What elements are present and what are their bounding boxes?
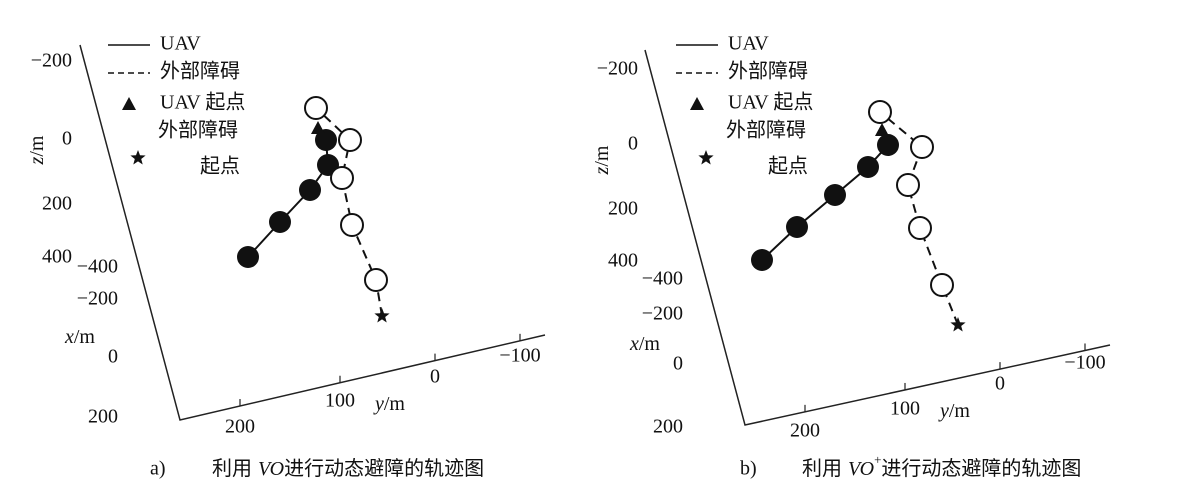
legend-label: UAV [728,33,769,55]
caption-text: 进行动态避障的轨迹图 [881,457,1081,480]
axis-var: x [64,326,74,348]
caption-text: 利用 [802,457,842,480]
axis-unit: /m [639,333,661,355]
axis-var: y [938,400,949,422]
legend-label: 外部障碍 [160,60,240,83]
uav-position [751,249,773,271]
axis-unit: /m [591,145,613,167]
uav-position [299,179,321,201]
caption: 利用 VO进行动态避障的轨迹图 [212,457,484,480]
z-tick-label: 400 [42,246,72,268]
axis-label: z/m [26,135,48,165]
x-tick-label: 200 [88,406,118,428]
x-tick-label: 200 [653,416,683,438]
legend-star [130,150,146,165]
z-tick-label: 0 [62,128,72,150]
obstacle-position [304,96,328,120]
legend-label: 起点 [768,155,808,178]
z-tick-label: −200 [597,58,638,80]
uav-start [311,121,325,134]
axis-unit: /m [949,400,971,422]
z-tick-label: 200 [608,198,638,220]
obstacle-position [910,135,934,159]
legend-triangle [690,97,704,110]
legend-label: 外部障碍 [158,119,238,142]
y-tick-label: 200 [790,420,820,442]
x-tick-label: −200 [77,288,118,310]
caption-label: b) [740,458,757,480]
z-tick-label: −200 [31,50,72,72]
x-tick-label: 0 [108,346,118,368]
obstacle-position [338,128,362,152]
legend-label: UAV [160,33,201,55]
axis-label: x/m [629,333,660,355]
uav-position [237,246,259,268]
caption-text: 利用 [212,457,252,480]
z-tick-label: 0 [628,133,638,155]
obstacle-position [908,216,932,240]
uav-start [875,123,889,136]
obstacle-position [330,166,354,190]
obstacle-position [340,213,364,237]
obstacle-position [868,100,892,124]
axes [79,44,546,421]
legend-label: UAV 起点 [728,91,813,114]
x-tick-label: −400 [642,268,683,290]
axis-var: z [591,166,613,175]
uav-position [824,184,846,206]
uav-position [269,211,291,233]
obstacle-position [930,273,954,297]
axis-var: y [373,393,384,415]
caption-sup: + [874,452,881,467]
caption-method: VO [848,458,874,480]
z-tick-label: 200 [42,193,72,215]
legend-triangle [122,97,136,110]
x-tick-label: −400 [77,256,118,278]
uav-position [315,129,337,151]
legend-label: 外部障碍 [726,119,806,142]
y-tick-label: 0 [995,373,1005,395]
legend-label: UAV 起点 [160,91,245,114]
caption-method: VO [258,458,284,480]
obstacle-start [374,308,390,323]
y-tick-label: 100 [890,398,920,420]
y-tick-label: 200 [225,416,255,438]
axis-label: x/m [64,326,95,348]
uav-position [786,216,808,238]
y-tick-label: −100 [1064,352,1105,374]
axis-label: y/m [938,400,970,422]
axis-unit: /m [26,135,48,157]
axis-var: z [26,156,48,165]
uav-position [857,156,879,178]
z-tick-label: 400 [608,250,638,272]
legend-label: 外部障碍 [728,60,808,83]
obstacle-position [896,173,920,197]
axis-label: z/m [591,145,613,175]
x-tick-label: −200 [642,303,683,325]
y-tick-label: 0 [430,366,440,388]
caption-text: 进行动态避障的轨迹图 [284,457,484,480]
axis-unit: /m [74,326,96,348]
axes [644,49,1111,426]
x-tick-label: 0 [673,353,683,375]
legend-label: 起点 [200,155,240,178]
y-tick-label: −100 [499,345,540,367]
axis-unit: /m [384,393,406,415]
obstacle-position [364,268,388,292]
y-tick-label: 100 [325,390,355,412]
axis-label: y/m [373,393,405,415]
obstacle-start [950,317,966,332]
caption: 利用 VO+进行动态避障的轨迹图 [802,452,1081,480]
uav-position [877,134,899,156]
legend-star [698,150,714,165]
caption-label: a) [150,458,166,480]
axis-var: x [629,333,639,355]
